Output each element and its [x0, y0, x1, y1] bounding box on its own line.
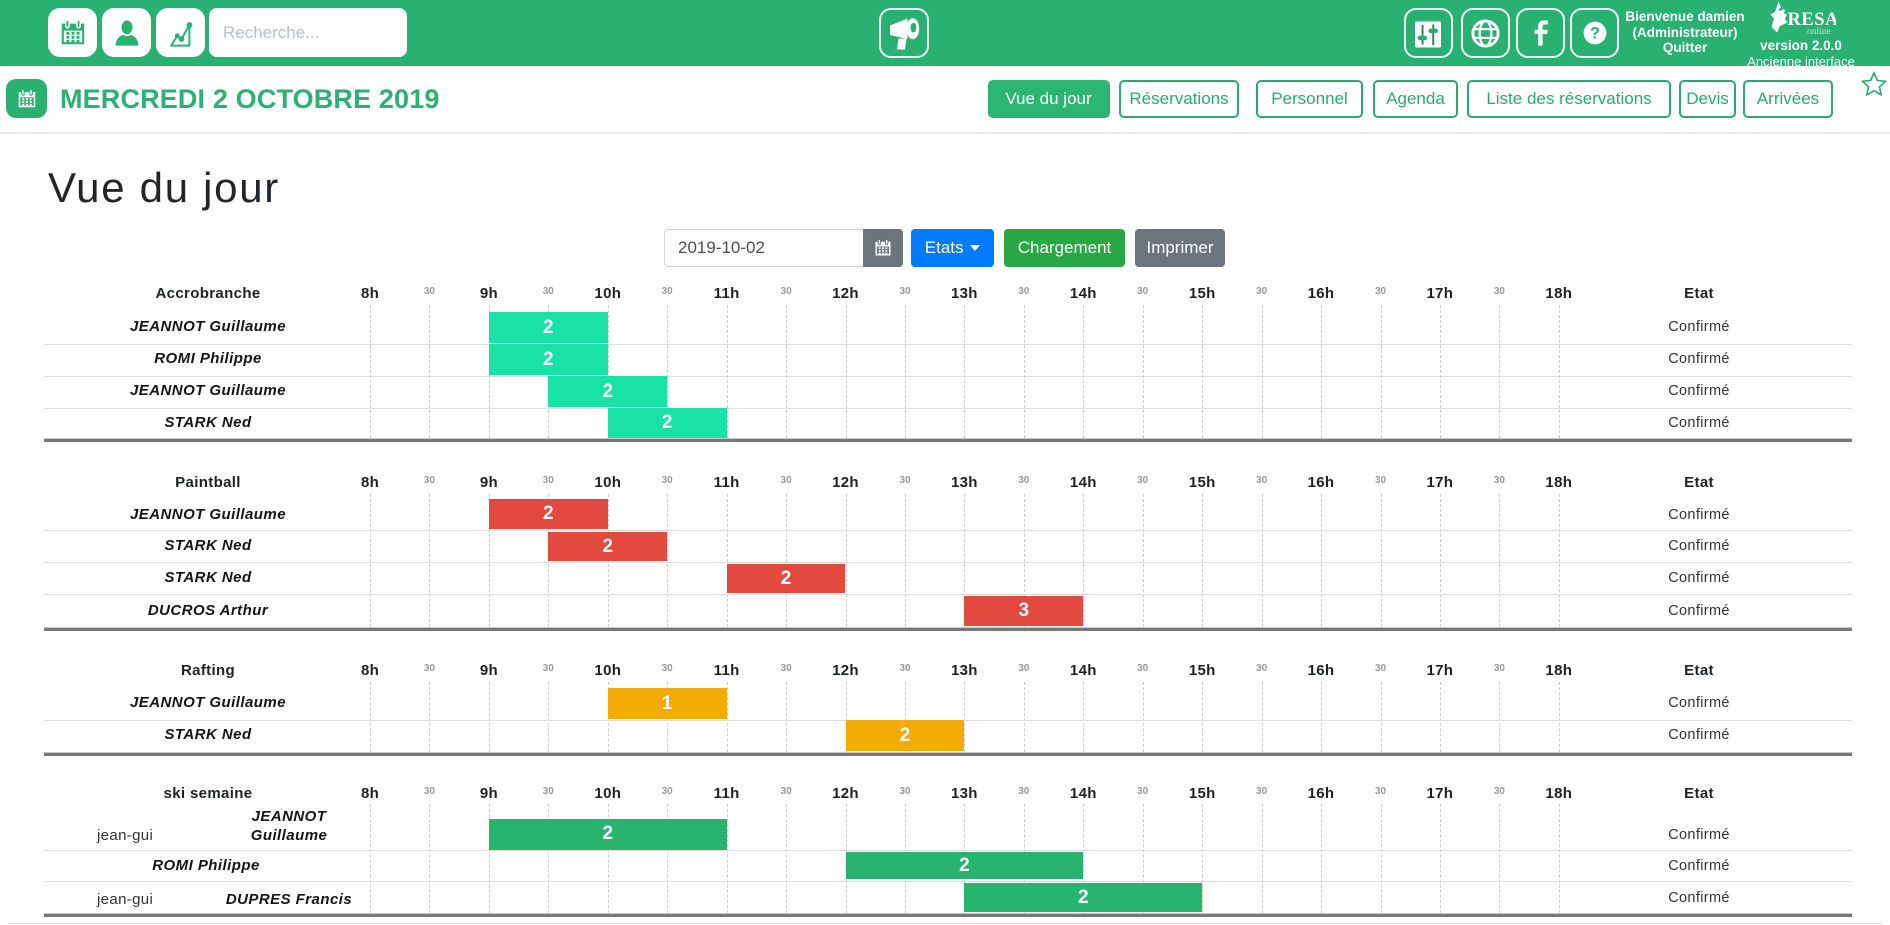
svg-text:?: ?: [1589, 24, 1599, 43]
svg-text:online: online: [1807, 27, 1831, 37]
svg-text:RESA: RESA: [1788, 10, 1837, 30]
